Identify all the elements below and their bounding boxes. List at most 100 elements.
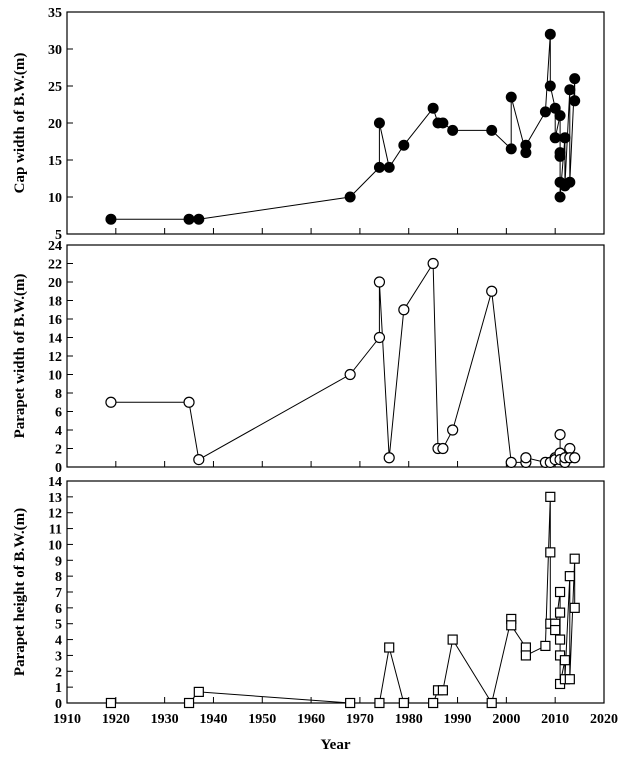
y-tick-label: 20 bbox=[48, 117, 62, 132]
plot-frame-2 bbox=[66, 244, 605, 468]
data-point bbox=[554, 607, 566, 618]
data-point bbox=[564, 84, 576, 96]
data-point bbox=[427, 257, 439, 270]
data-point bbox=[564, 571, 575, 582]
data-point bbox=[559, 655, 571, 666]
y-tick-label: 11 bbox=[49, 523, 62, 538]
data-point bbox=[373, 276, 386, 288]
data-point bbox=[183, 213, 195, 225]
data-point bbox=[344, 368, 356, 381]
x-tick-label: 2010 bbox=[541, 712, 569, 727]
x-tick-label: 1990 bbox=[444, 712, 472, 727]
y-tick-label: 16 bbox=[48, 313, 62, 328]
data-point bbox=[544, 80, 556, 92]
data-point bbox=[447, 424, 459, 436]
y-tick-label: 10 bbox=[48, 538, 62, 553]
x-tick-label: 1940 bbox=[199, 712, 227, 727]
plot-frame-3 bbox=[66, 480, 605, 704]
data-point bbox=[506, 620, 517, 631]
data-point bbox=[345, 697, 356, 709]
x-tick-label: 1930 bbox=[151, 712, 179, 727]
data-point bbox=[569, 602, 580, 613]
data-point bbox=[183, 697, 195, 709]
y-tick-label: 1 bbox=[55, 681, 62, 696]
data-point bbox=[105, 213, 117, 225]
data-point bbox=[486, 697, 497, 709]
data-point bbox=[564, 176, 576, 188]
x-tick-label: 1910 bbox=[53, 712, 81, 727]
y-tick-label: 3 bbox=[55, 649, 62, 664]
y-tick-label: 35 bbox=[48, 6, 62, 21]
y-tick-label: 14 bbox=[48, 332, 62, 347]
data-point bbox=[554, 110, 566, 122]
data-point bbox=[383, 452, 395, 464]
y-tick-label: 14 bbox=[48, 475, 62, 490]
data-point bbox=[447, 124, 459, 136]
data-point bbox=[374, 697, 385, 709]
x-tick-label: 2000 bbox=[492, 712, 520, 727]
data-point bbox=[437, 685, 448, 696]
y-tick-label: 6 bbox=[55, 406, 62, 421]
series-line bbox=[110, 34, 576, 220]
data-point bbox=[505, 143, 517, 155]
data-point bbox=[373, 161, 385, 173]
x-tick-label: 2020 bbox=[590, 712, 618, 727]
data-point bbox=[447, 634, 458, 645]
data-point bbox=[105, 396, 117, 408]
data-point bbox=[398, 697, 409, 709]
data-point bbox=[427, 102, 439, 114]
series-line bbox=[110, 496, 576, 705]
data-point bbox=[505, 456, 517, 468]
y-tick-label: 25 bbox=[48, 80, 62, 95]
data-point bbox=[520, 452, 532, 464]
data-point bbox=[569, 452, 581, 464]
y-tick-label: 0 bbox=[55, 697, 62, 712]
x-tick-label: 1970 bbox=[346, 712, 374, 727]
data-point bbox=[398, 139, 410, 151]
y-tick-label: 8 bbox=[55, 570, 62, 585]
y-tick-label: 10 bbox=[48, 191, 62, 206]
y-tick-label: 12 bbox=[48, 507, 62, 522]
data-point bbox=[545, 547, 556, 558]
data-point bbox=[384, 642, 395, 653]
data-point bbox=[545, 491, 556, 502]
y-tick-label: 4 bbox=[55, 424, 62, 439]
data-point bbox=[554, 634, 566, 645]
data-point bbox=[554, 150, 566, 162]
x-tick-label: 1950 bbox=[248, 712, 276, 727]
data-point bbox=[569, 553, 580, 564]
y-axis-title-1: Cap width of B.W.(m) bbox=[12, 53, 28, 194]
y-tick-label: 0 bbox=[55, 461, 62, 476]
x-axis-title: Year bbox=[321, 737, 351, 753]
y-axis-title-2: Parapet width of B.W.(m) bbox=[12, 274, 28, 439]
data-point bbox=[554, 429, 566, 441]
data-point bbox=[550, 624, 561, 636]
y-tick-label: 9 bbox=[55, 554, 62, 569]
y-tick-label: 30 bbox=[48, 43, 62, 58]
data-point bbox=[554, 191, 566, 203]
data-point bbox=[559, 132, 571, 144]
data-point bbox=[398, 304, 410, 316]
data-point bbox=[193, 686, 204, 698]
series-line bbox=[110, 261, 575, 464]
data-point bbox=[383, 161, 395, 173]
y-tick-label: 5 bbox=[55, 618, 62, 633]
plot-frame-1 bbox=[66, 11, 605, 235]
y-tick-label: 18 bbox=[48, 295, 62, 310]
y-tick-label: 7 bbox=[55, 586, 62, 601]
data-point bbox=[569, 95, 581, 107]
data-point bbox=[193, 213, 205, 225]
data-point bbox=[539, 106, 551, 118]
x-tick-label: 1920 bbox=[102, 712, 130, 727]
x-tick-label: 1980 bbox=[395, 712, 423, 727]
y-tick-label: 4 bbox=[55, 634, 62, 649]
y-tick-label: 13 bbox=[48, 491, 62, 506]
data-point bbox=[554, 586, 566, 598]
y-tick-label: 15 bbox=[48, 154, 62, 169]
y-tick-label: 10 bbox=[48, 369, 62, 384]
y-tick-label: 2 bbox=[55, 443, 62, 458]
data-point bbox=[373, 117, 385, 129]
data-point bbox=[564, 442, 576, 455]
y-tick-label: 8 bbox=[55, 387, 62, 402]
